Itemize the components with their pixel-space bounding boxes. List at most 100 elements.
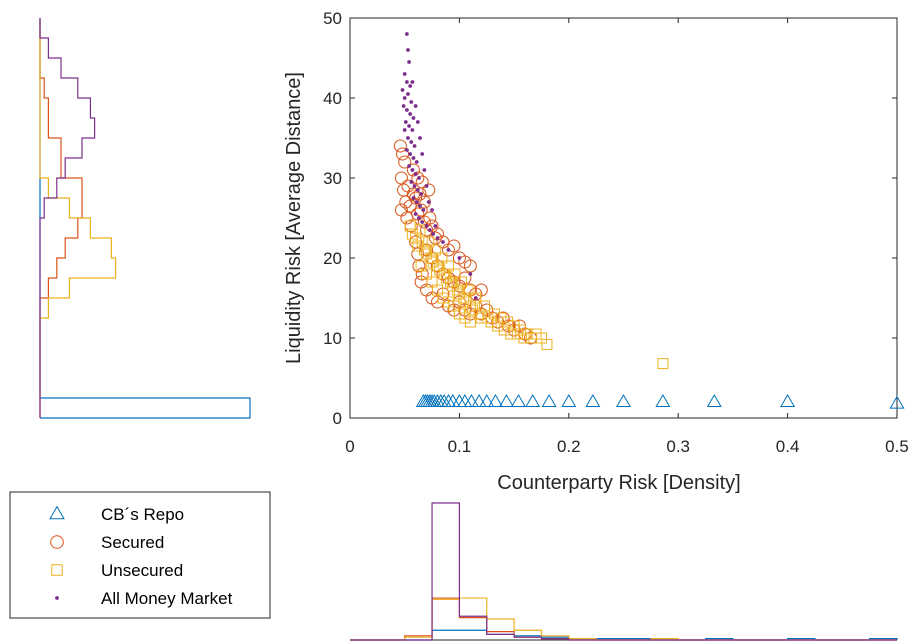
point-unsecured — [467, 304, 479, 316]
point-all-money-market — [408, 152, 413, 156]
legend-marker-secured — [50, 535, 64, 549]
point-all-money-market — [415, 188, 420, 192]
x-tick-label: 0.4 — [776, 437, 800, 456]
scatter-series — [393, 32, 905, 409]
point-all-money-market — [413, 104, 418, 108]
point-all-money-market — [424, 224, 429, 228]
point-all-money-market — [430, 208, 434, 212]
point-unsecured — [495, 312, 507, 324]
point-unsecured — [406, 228, 418, 240]
point-secured — [423, 211, 437, 225]
point-unsecured — [456, 276, 468, 288]
point-unsecured — [515, 324, 527, 336]
legend: CB´s Repo Secured Unsecured All Money Marke… — [9, 491, 271, 619]
y-tick-label: 20 — [323, 249, 342, 268]
y-tick-label: 30 — [323, 169, 342, 188]
main-plot: 0 0.1 0.2 0.3 0.4 0.5 0 10 20 30 40 50 Counterpart… — [283, 9, 909, 494]
point-secured — [447, 239, 461, 253]
point-secured — [393, 139, 407, 153]
point-all-money-market — [411, 116, 416, 120]
point-cb-s-repo — [541, 393, 557, 408]
point-cb-s-repo — [463, 393, 479, 408]
point-unsecured — [414, 224, 426, 236]
point-unsecured — [458, 292, 470, 304]
point-all-money-market — [409, 100, 414, 104]
point-unsecured — [502, 316, 514, 328]
point-all-money-market — [424, 184, 429, 188]
point-unsecured — [412, 240, 424, 252]
point-all-money-market — [421, 208, 426, 212]
legend-marker-cb-s-repo — [49, 505, 65, 520]
x-tick-label: 0.1 — [448, 437, 472, 456]
point-all-money-market — [404, 32, 409, 36]
point-unsecured — [508, 320, 520, 332]
point-cb-s-repo — [655, 393, 671, 408]
point-unsecured — [425, 252, 437, 264]
point-unsecured — [432, 260, 444, 272]
point-all-money-market — [431, 232, 436, 236]
series-all-money-market — [400, 32, 478, 300]
point-unsecured — [421, 248, 433, 260]
point-all-money-market — [406, 48, 410, 52]
point-cb-s-repo — [471, 393, 487, 408]
x-tick-label: 0 — [345, 437, 354, 456]
point-all-money-market — [446, 248, 451, 252]
point-all-money-market — [418, 204, 422, 208]
point-unsecured — [657, 358, 669, 370]
point-all-money-market — [413, 172, 418, 176]
point-all-money-market — [419, 192, 424, 196]
point-all-money-market — [412, 144, 417, 148]
point-unsecured — [518, 332, 530, 344]
point-secured — [415, 175, 429, 189]
point-unsecured — [410, 232, 422, 244]
point-unsecured — [453, 288, 465, 300]
series-unsecured — [404, 220, 669, 370]
point-cb-s-repo — [615, 393, 632, 408]
left-hist-all-money-market — [39, 18, 96, 418]
point-unsecured — [470, 292, 482, 304]
point-all-money-market — [417, 216, 421, 220]
bottom-marginal-histogram — [350, 502, 898, 641]
point-unsecured — [447, 280, 459, 292]
point-all-money-market — [457, 256, 462, 260]
point-all-money-market — [409, 140, 414, 144]
point-cb-s-repo — [510, 393, 526, 408]
point-all-money-market — [403, 120, 408, 124]
point-cb-s-repo — [585, 393, 601, 408]
point-all-money-market — [407, 60, 411, 64]
point-cb-s-repo — [498, 393, 514, 408]
point-unsecured — [436, 252, 448, 264]
point-unsecured — [427, 256, 439, 268]
legend-marker-unsecured — [51, 564, 63, 576]
y-tick-label: 50 — [323, 9, 342, 28]
point-secured — [412, 259, 426, 273]
point-all-money-market — [435, 236, 440, 240]
point-all-money-market — [414, 160, 419, 164]
point-unsecured — [541, 338, 553, 350]
point-unsecured — [442, 260, 454, 272]
point-cb-s-repo — [479, 393, 495, 408]
left-marginal-histogram — [39, 18, 251, 419]
legend-label-cb-s-repo: CB´s Repo — [101, 505, 184, 524]
point-all-money-market — [418, 136, 422, 140]
point-unsecured — [451, 284, 463, 296]
point-cb-s-repo — [780, 393, 796, 408]
series-cb-s-repo — [415, 393, 905, 409]
x-tick-label: 0.3 — [666, 437, 690, 456]
point-unsecured — [434, 264, 446, 276]
point-all-money-market — [414, 200, 419, 204]
point-unsecured — [445, 276, 457, 288]
x-tick-label: 0.5 — [885, 437, 909, 456]
point-unsecured — [418, 244, 430, 256]
point-secured — [414, 203, 428, 217]
point-unsecured — [482, 312, 494, 324]
point-unsecured — [423, 236, 435, 248]
point-all-money-market — [406, 92, 410, 96]
point-all-money-market — [420, 220, 425, 224]
point-unsecured — [438, 268, 450, 280]
legend-marker-all-money-market — [55, 596, 59, 600]
point-unsecured — [462, 284, 474, 296]
point-all-money-market — [426, 200, 431, 204]
point-secured — [411, 171, 425, 185]
bottom-hist-all-money-market — [350, 502, 897, 641]
